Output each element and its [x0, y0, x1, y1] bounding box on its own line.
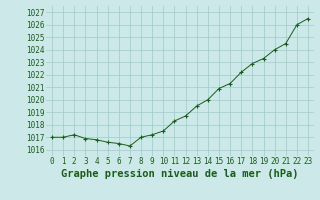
X-axis label: Graphe pression niveau de la mer (hPa): Graphe pression niveau de la mer (hPa) — [61, 169, 299, 179]
